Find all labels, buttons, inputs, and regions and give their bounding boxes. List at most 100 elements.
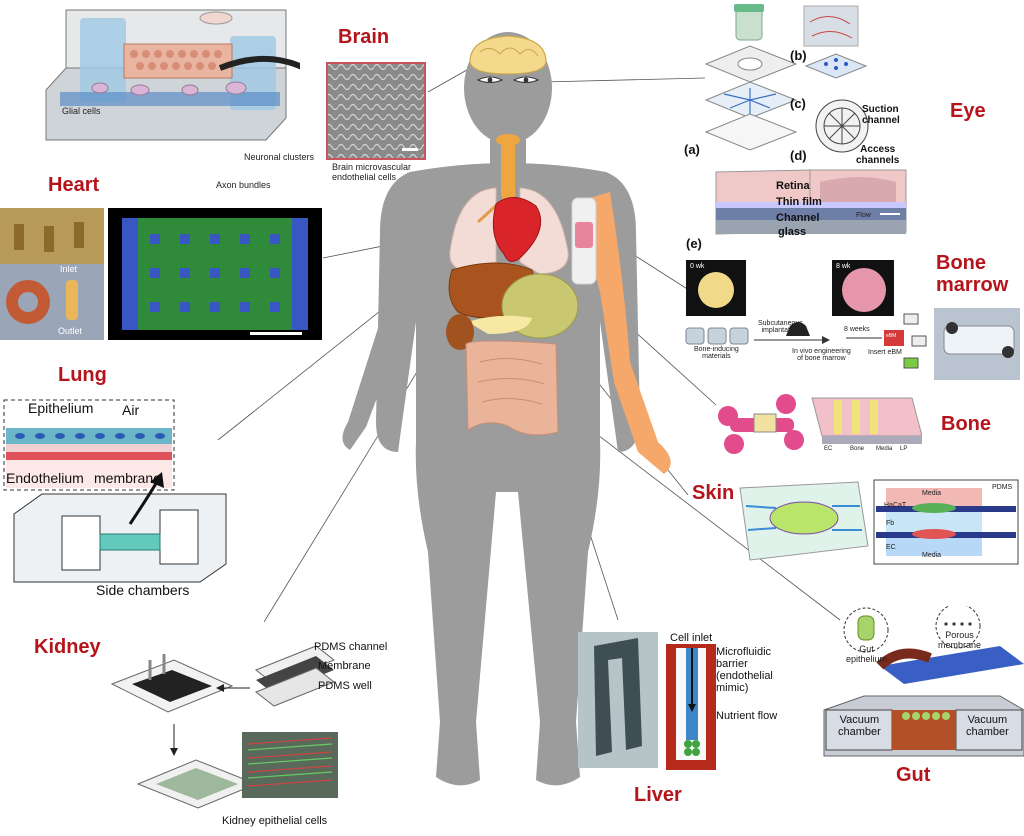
bone-marrow-diagram: [685, 260, 1020, 380]
skin-ec-label: EC: [886, 544, 896, 551]
thin-film-label: Thin film: [776, 196, 822, 208]
organ-label-skin: Skin: [692, 482, 735, 504]
lung-chip-diagram: [3, 399, 227, 583]
gut-porous-line2: membrane: [938, 640, 982, 650]
liver-barrier-line3: (endothelial: [716, 670, 773, 682]
organ-label-kidney: Kidney: [34, 636, 101, 658]
liver-nutrient-flow-label: Nutrient flow: [716, 710, 778, 722]
suction-line2: channel: [862, 115, 900, 126]
organ-label-bone: Bone: [941, 413, 991, 435]
retina-label: Retina: [776, 180, 810, 192]
gut-vac-left-line2: chamber: [838, 726, 881, 738]
access-channels-label: Access channels: [856, 144, 899, 166]
bm-materials-line2: materials: [702, 353, 731, 360]
glial-cells-label: Glial cells: [62, 106, 101, 116]
eye-panel-e: (e): [686, 236, 702, 251]
skin-chip-diagram: [739, 479, 1019, 565]
axon-bundles-label: Axon bundles: [216, 180, 271, 190]
channel-label: Channel: [776, 212, 820, 224]
access-line1: Access: [860, 144, 896, 155]
bmec-line1: Brain microvascular: [332, 162, 412, 172]
heart-inlet-label: Inlet: [60, 264, 78, 274]
eye-panel-d: (d): [790, 148, 807, 163]
kidney-pdms-well-label: PDMS well: [318, 680, 372, 692]
liver-chip-diagram: [578, 632, 716, 770]
gut-vac-right-line1: Vacuum: [967, 714, 1008, 726]
gut-chip-diagram: [823, 606, 1024, 757]
organ-label-liver: Liver: [634, 784, 682, 806]
heart-chip-images: [0, 208, 322, 340]
suction-line1: Suction: [862, 104, 899, 115]
gut-epithelium-line1: Gut: [859, 644, 874, 654]
bmec-line2: endothelial cells: [332, 172, 397, 182]
organ-label-brain: Brain: [338, 26, 390, 48]
liver-barrier-line2: barrier: [716, 658, 748, 670]
bone-marrow-line2: marrow: [936, 274, 1009, 296]
kidney-membrane-label: Membrane: [318, 660, 371, 672]
eye-chip-diagram: [704, 4, 907, 235]
bone-media-label: Media: [876, 446, 893, 452]
gut-vacuum-left-label: Vacuum chamber: [838, 714, 881, 738]
suction-channel-label: Suction channel: [862, 104, 900, 126]
lung-epithelium-label: Epithelium: [28, 400, 94, 416]
bm-invivo-line2: of bone marrow: [797, 355, 846, 362]
brain-chip-diagram: [45, 9, 300, 141]
skin-media-top-label: Media: [922, 490, 942, 497]
skin-media-bottom-label: Media: [922, 552, 942, 559]
organ-label-eye: Eye: [950, 100, 986, 122]
lung-membrane-label: membrane: [94, 470, 161, 486]
gut-porous-line1: Porous: [945, 630, 974, 640]
gut-vacuum-right-label: Vacuum chamber: [966, 714, 1009, 738]
lung-endothelium-label: Endothelium: [6, 470, 84, 486]
lung-side-chambers-label: Side chambers: [96, 582, 190, 598]
access-line2: channels: [856, 155, 900, 166]
bm-invivo-line1: In vivo engineering: [792, 348, 851, 355]
organ-label-lung: Lung: [58, 364, 107, 386]
bm-invivo-label: In vivo engineering of bone marrow: [792, 348, 851, 362]
liver-barrier-label: Microfluidic barrier (endothelial mimic): [716, 646, 773, 694]
eye-panel-c: (c): [790, 96, 806, 111]
kidney-pdms-channel-label: PDMS channel: [314, 641, 388, 653]
skin-fb-label: Fb: [886, 520, 895, 527]
flow-label: Flow: [856, 212, 871, 219]
organ-label-gut: Gut: [896, 764, 931, 786]
human-body-figure: [342, 32, 671, 786]
gut-vac-left-line1: Vacuum: [839, 714, 880, 726]
bm-insert-label: Insert eBM: [868, 349, 902, 356]
kidney-chip-diagram: [110, 645, 338, 809]
bm-implant-line2: implantation: [761, 327, 800, 334]
bm-ebm-tag: eBM: [886, 333, 897, 339]
liver-barrier-line1: Microfluidic: [716, 646, 772, 658]
bone-lp-label: LP: [900, 446, 908, 452]
gut-vac-right-line2: chamber: [966, 726, 1009, 738]
neuronal-clusters-label: Neuronal clusters: [244, 152, 315, 162]
eye-panel-b: (b): [790, 48, 807, 63]
eye-panel-a: (a): [684, 142, 700, 157]
bone-ec-label: EC: [824, 446, 833, 452]
glass-label: glass: [778, 226, 807, 238]
bm-0wk-label: 0 wk: [690, 263, 705, 270]
skin-hacat-label: HaCaT: [884, 502, 907, 509]
organ-label-heart: Heart: [48, 174, 100, 196]
kidney-cells-label: Kidney epithelial cells: [222, 815, 328, 827]
bm-8wk-label: 8 wk: [836, 263, 851, 270]
brain-micrograph: [326, 62, 426, 160]
bm-materials-label: Bone-inducing materials: [694, 346, 739, 360]
gut-epithelium-label: Gut epithelium: [846, 644, 887, 664]
liver-cell-inlet-label: Cell inlet: [670, 632, 713, 644]
skin-pdms-label: PDMS: [992, 484, 1013, 491]
bone-chip-diagram: [718, 394, 922, 454]
bm-weeks-label: 8 weeks: [844, 326, 870, 333]
liver-barrier-line4: mimic): [716, 682, 749, 694]
brain-micro-caption: Brain microvascular endothelial cells: [332, 162, 411, 182]
heart-outlet-label: Outlet: [58, 326, 83, 336]
gut-porous-membrane-label: Porous membrane: [938, 630, 981, 650]
bm-implant-label: Subcutaneous implantation: [758, 320, 803, 334]
organ-label-bone-marrow: Bone marrow: [936, 252, 1008, 296]
lung-air-label: Air: [122, 402, 140, 418]
bone-bone-label: Bone: [850, 446, 865, 452]
bm-materials-line1: Bone-inducing: [694, 346, 739, 353]
gut-epithelium-line2: epithelium: [846, 654, 888, 664]
bone-marrow-line1: Bone: [936, 252, 986, 274]
bm-implant-line1: Subcutaneous: [758, 320, 803, 327]
